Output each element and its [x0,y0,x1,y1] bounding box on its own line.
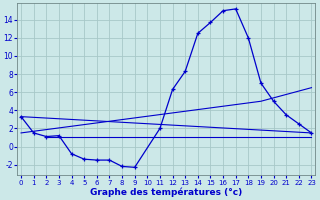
X-axis label: Graphe des températures (°c): Graphe des températures (°c) [90,187,242,197]
